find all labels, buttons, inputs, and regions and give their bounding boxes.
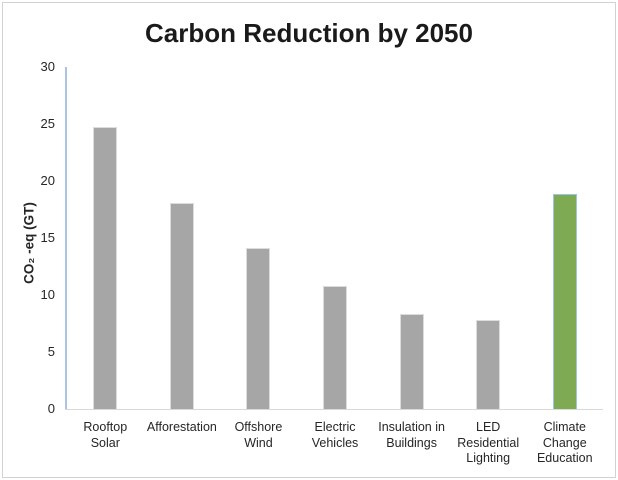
bar-rooftop-solar bbox=[93, 127, 118, 409]
plot-area bbox=[65, 67, 603, 410]
bar-offshore-wind bbox=[246, 248, 271, 409]
x-axis-label-line: Solar bbox=[90, 435, 120, 450]
x-axis-category-label-electric-vehicles: Electric Vehicles bbox=[297, 420, 374, 467]
x-axis-label-line: LED bbox=[476, 420, 501, 434]
x-axis-category-label-climate-change-education: Climate Change Education bbox=[526, 420, 603, 467]
x-axis-label-line: Offshore bbox=[234, 420, 283, 434]
x-axis-label-line: Change bbox=[542, 435, 587, 450]
x-axis-line bbox=[65, 408, 603, 410]
bar-slot-climate-change-education bbox=[526, 67, 603, 409]
y-tick-label-20: 20 bbox=[40, 173, 55, 188]
bars-container bbox=[67, 67, 603, 409]
bar-electric-vehicles bbox=[323, 285, 348, 409]
bar-afforestation bbox=[169, 202, 194, 409]
x-axis-category-labels: Rooftop Solar Afforestation Offshore Wind Ele… bbox=[67, 420, 603, 467]
bar-climate-change-education bbox=[552, 193, 577, 409]
y-tick-label-5: 5 bbox=[47, 344, 55, 359]
x-axis-category-label-insulation-in-buildings: Insulation in Buildings bbox=[373, 420, 450, 467]
chart-title: Carbon Reduction by 2050 bbox=[145, 18, 473, 48]
x-axis-label-line: Afforestation bbox=[146, 420, 217, 434]
bar-slot-led-residential-lighting bbox=[450, 67, 527, 409]
y-axis-tick-labels: 0 5 10 15 20 25 30 bbox=[0, 59, 55, 416]
x-axis-category-label-offshore-wind: Offshore Wind bbox=[220, 420, 297, 467]
y-tick-label-15: 15 bbox=[40, 230, 55, 245]
x-axis-category-label-afforestation: Afforestation bbox=[144, 420, 221, 467]
bar-slot-afforestation bbox=[144, 67, 221, 409]
x-axis-label-line: Vehicles bbox=[311, 435, 359, 450]
bar-slot-electric-vehicles bbox=[297, 67, 374, 409]
y-axis-line bbox=[65, 67, 67, 409]
x-axis-label-line: Buildings bbox=[386, 435, 437, 450]
x-axis-category-label-rooftop-solar: Rooftop Solar bbox=[67, 420, 144, 467]
y-tick-label-30: 30 bbox=[40, 59, 55, 74]
x-axis-label-line: Lighting bbox=[466, 451, 511, 465]
x-axis-label-line: Electric bbox=[314, 420, 356, 434]
y-tick-label-25: 25 bbox=[40, 116, 55, 131]
y-tick-label-10: 10 bbox=[40, 287, 55, 302]
y-tick-label-0: 0 bbox=[47, 401, 55, 416]
x-axis-label-line: Insulation in bbox=[378, 420, 445, 434]
x-axis-category-label-led-residential-lighting: LED Residential Lighting bbox=[450, 420, 527, 467]
x-axis-label-line: Education bbox=[536, 451, 593, 465]
bar-insulation-in-buildings bbox=[399, 314, 424, 409]
x-axis-label-line: Climate bbox=[543, 420, 586, 434]
bar-slot-rooftop-solar bbox=[67, 67, 144, 409]
x-axis-label-line: Wind bbox=[244, 435, 273, 450]
bar-led-residential-lighting bbox=[476, 320, 501, 409]
bar-slot-insulation-in-buildings bbox=[373, 67, 450, 409]
x-axis-label-line: Rooftop bbox=[83, 420, 128, 434]
bar-slot-offshore-wind bbox=[220, 67, 297, 409]
x-axis-label-line: Residential bbox=[457, 435, 520, 450]
